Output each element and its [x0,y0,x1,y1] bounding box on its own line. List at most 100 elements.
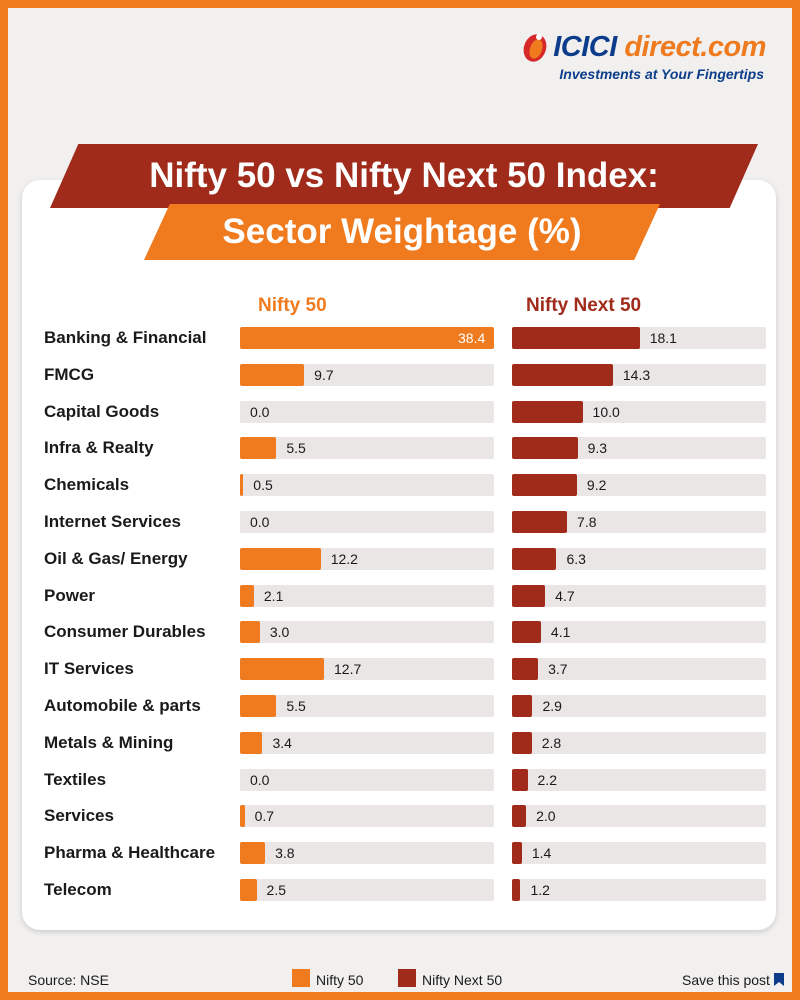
bar-track-nifty50: 2.1 [240,584,494,607]
bar-niftynext50 [512,547,557,570]
bar-track-niftynext50: 7.8 [512,511,766,533]
brand-tagline: Investments at Your Fingertips [559,66,764,82]
value-label-niftynext50: 4.1 [550,624,571,641]
category-label: Capital Goods [44,401,160,421]
bar-track-nifty50: 0.0 [240,511,494,533]
legend-label-niftynext50: Nifty Next 50 [422,972,503,988]
bar-track-niftynext50: 1.4 [512,842,766,865]
legend-swatch-nifty50 [292,969,310,987]
bar-track-niftynext50: 14.3 [512,363,766,386]
category-label: Consumer Durables [44,622,206,642]
bar-track-niftynext50: 2.0 [512,805,766,828]
value-label-niftynext50: 2.2 [537,771,557,788]
value-label-niftynext50: 9.2 [586,477,607,494]
bar-niftynext50 [512,658,539,681]
category-label: Pharma & Healthcare [44,843,216,863]
value-label-nifty50: 9.7 [314,366,334,383]
bar-niftynext50 [512,363,613,386]
value-label-nifty50: 3.0 [269,624,290,641]
bar-track-niftynext50: 6.3 [512,547,766,570]
bar-niftynext50 [512,327,640,349]
value-label-nifty50: 0.0 [250,403,270,420]
category-label: Banking & Financial [44,328,207,347]
bar-track-niftynext50: 3.7 [512,658,766,681]
bar-niftynext50 [512,731,532,754]
bar-track-nifty50: 9.7 [240,363,494,386]
save-post-label: Save this post [682,972,770,988]
value-label-niftynext50: 2.9 [542,698,562,714]
value-label-niftynext50: 18.1 [649,330,677,346]
value-label-nifty50: 12.2 [330,550,358,567]
value-label-niftynext50: 9.3 [587,440,608,457]
bar-niftynext50 [512,437,578,460]
bar-niftynext50 [512,584,546,607]
category-label: FMCG [44,364,95,384]
bar-niftynext50 [512,621,541,644]
column-header-niftynext50: Nifty Next 50 [526,295,642,316]
brand-name: ICICI direct.com [553,30,766,63]
bookmark-icon [773,973,784,986]
bar-niftynext50 [512,842,522,865]
bar-nifty50 [240,621,260,644]
value-label-nifty50: 0.0 [250,771,270,788]
value-label-niftynext50: 1.4 [531,845,552,862]
value-label-nifty50: 3.4 [272,734,292,751]
value-label-niftynext50: 6.3 [566,550,586,567]
bar-track-nifty50: 3.4 [240,731,494,754]
bar-track-nifty50: 5.5 [240,695,494,717]
value-label-niftynext50: 3.7 [548,661,568,678]
bar-nifty50 [240,879,257,901]
legend-swatch-niftynext50 [398,969,416,987]
brand-logo: ICICI direct.com Investments at Your Fin… [519,30,766,82]
bar-nifty50 [240,474,244,497]
bar-niftynext50 [512,511,568,533]
bar-nifty50 [240,327,494,349]
bar-nifty50 [240,805,245,828]
bar-track-nifty50: 3.0 [240,621,494,644]
bar-track-nifty50: 0.0 [240,768,494,791]
bar-nifty50 [240,437,277,460]
bar-track-nifty50: 3.8 [240,842,494,865]
category-label: Metals & Mining [44,732,174,752]
category-label: Telecom [44,880,112,899]
value-label-niftynext50: 2.8 [541,734,562,751]
bar-track-nifty50: 38.4 [240,327,494,349]
bar-nifty50 [240,695,277,717]
subtitle-banner: Sector Weightage (%) [144,204,660,260]
bar-nifty50 [240,363,305,386]
bar-nifty50 [240,842,266,865]
bar-niftynext50 [512,400,583,423]
category-label: Chemicals [44,475,130,495]
icici-logo-icon [523,34,547,62]
value-label-niftynext50: 7.8 [577,514,597,530]
value-label-nifty50: 5.5 [286,440,306,457]
bar-track-niftynext50: 2.8 [512,731,766,754]
bar-track-nifty50: 12.7 [240,658,494,681]
bar-track-nifty50: 2.5 [240,879,494,901]
bar-nifty50 [240,731,263,754]
title-banner: Nifty 50 vs Nifty Next 50 Index: [50,144,758,208]
category-label: Internet Services [44,512,182,531]
save-post-button[interactable]: Save this post [682,972,784,988]
category-label: Textiles [44,769,107,789]
category-label: Services [44,806,114,826]
bar-track-niftynext50: 4.7 [512,584,766,607]
bar-track-nifty50: 0.0 [240,400,494,423]
bar-track-nifty50: 5.5 [240,437,494,460]
value-label-nifty50: 38.4 [458,330,486,346]
bar-track-niftynext50: 2.9 [512,695,766,717]
value-label-niftynext50: 4.7 [555,587,575,604]
page-title: Nifty 50 vs Nifty Next 50 Index: [149,156,659,195]
value-label-nifty50: 2.5 [266,882,286,898]
bar-nifty50 [240,584,254,607]
bar-track-niftynext50: 2.2 [512,768,766,791]
value-label-nifty50: 5.5 [286,698,306,714]
value-label-niftynext50: 2.0 [536,808,556,825]
value-label-niftynext50: 14.3 [622,366,651,383]
value-label-nifty50: 12.7 [334,661,362,678]
bar-track-niftynext50: 1.2 [512,879,766,901]
bar-niftynext50 [512,768,528,791]
bar-track-niftynext50: 9.2 [512,474,766,497]
bar-track-niftynext50: 4.1 [512,621,766,644]
